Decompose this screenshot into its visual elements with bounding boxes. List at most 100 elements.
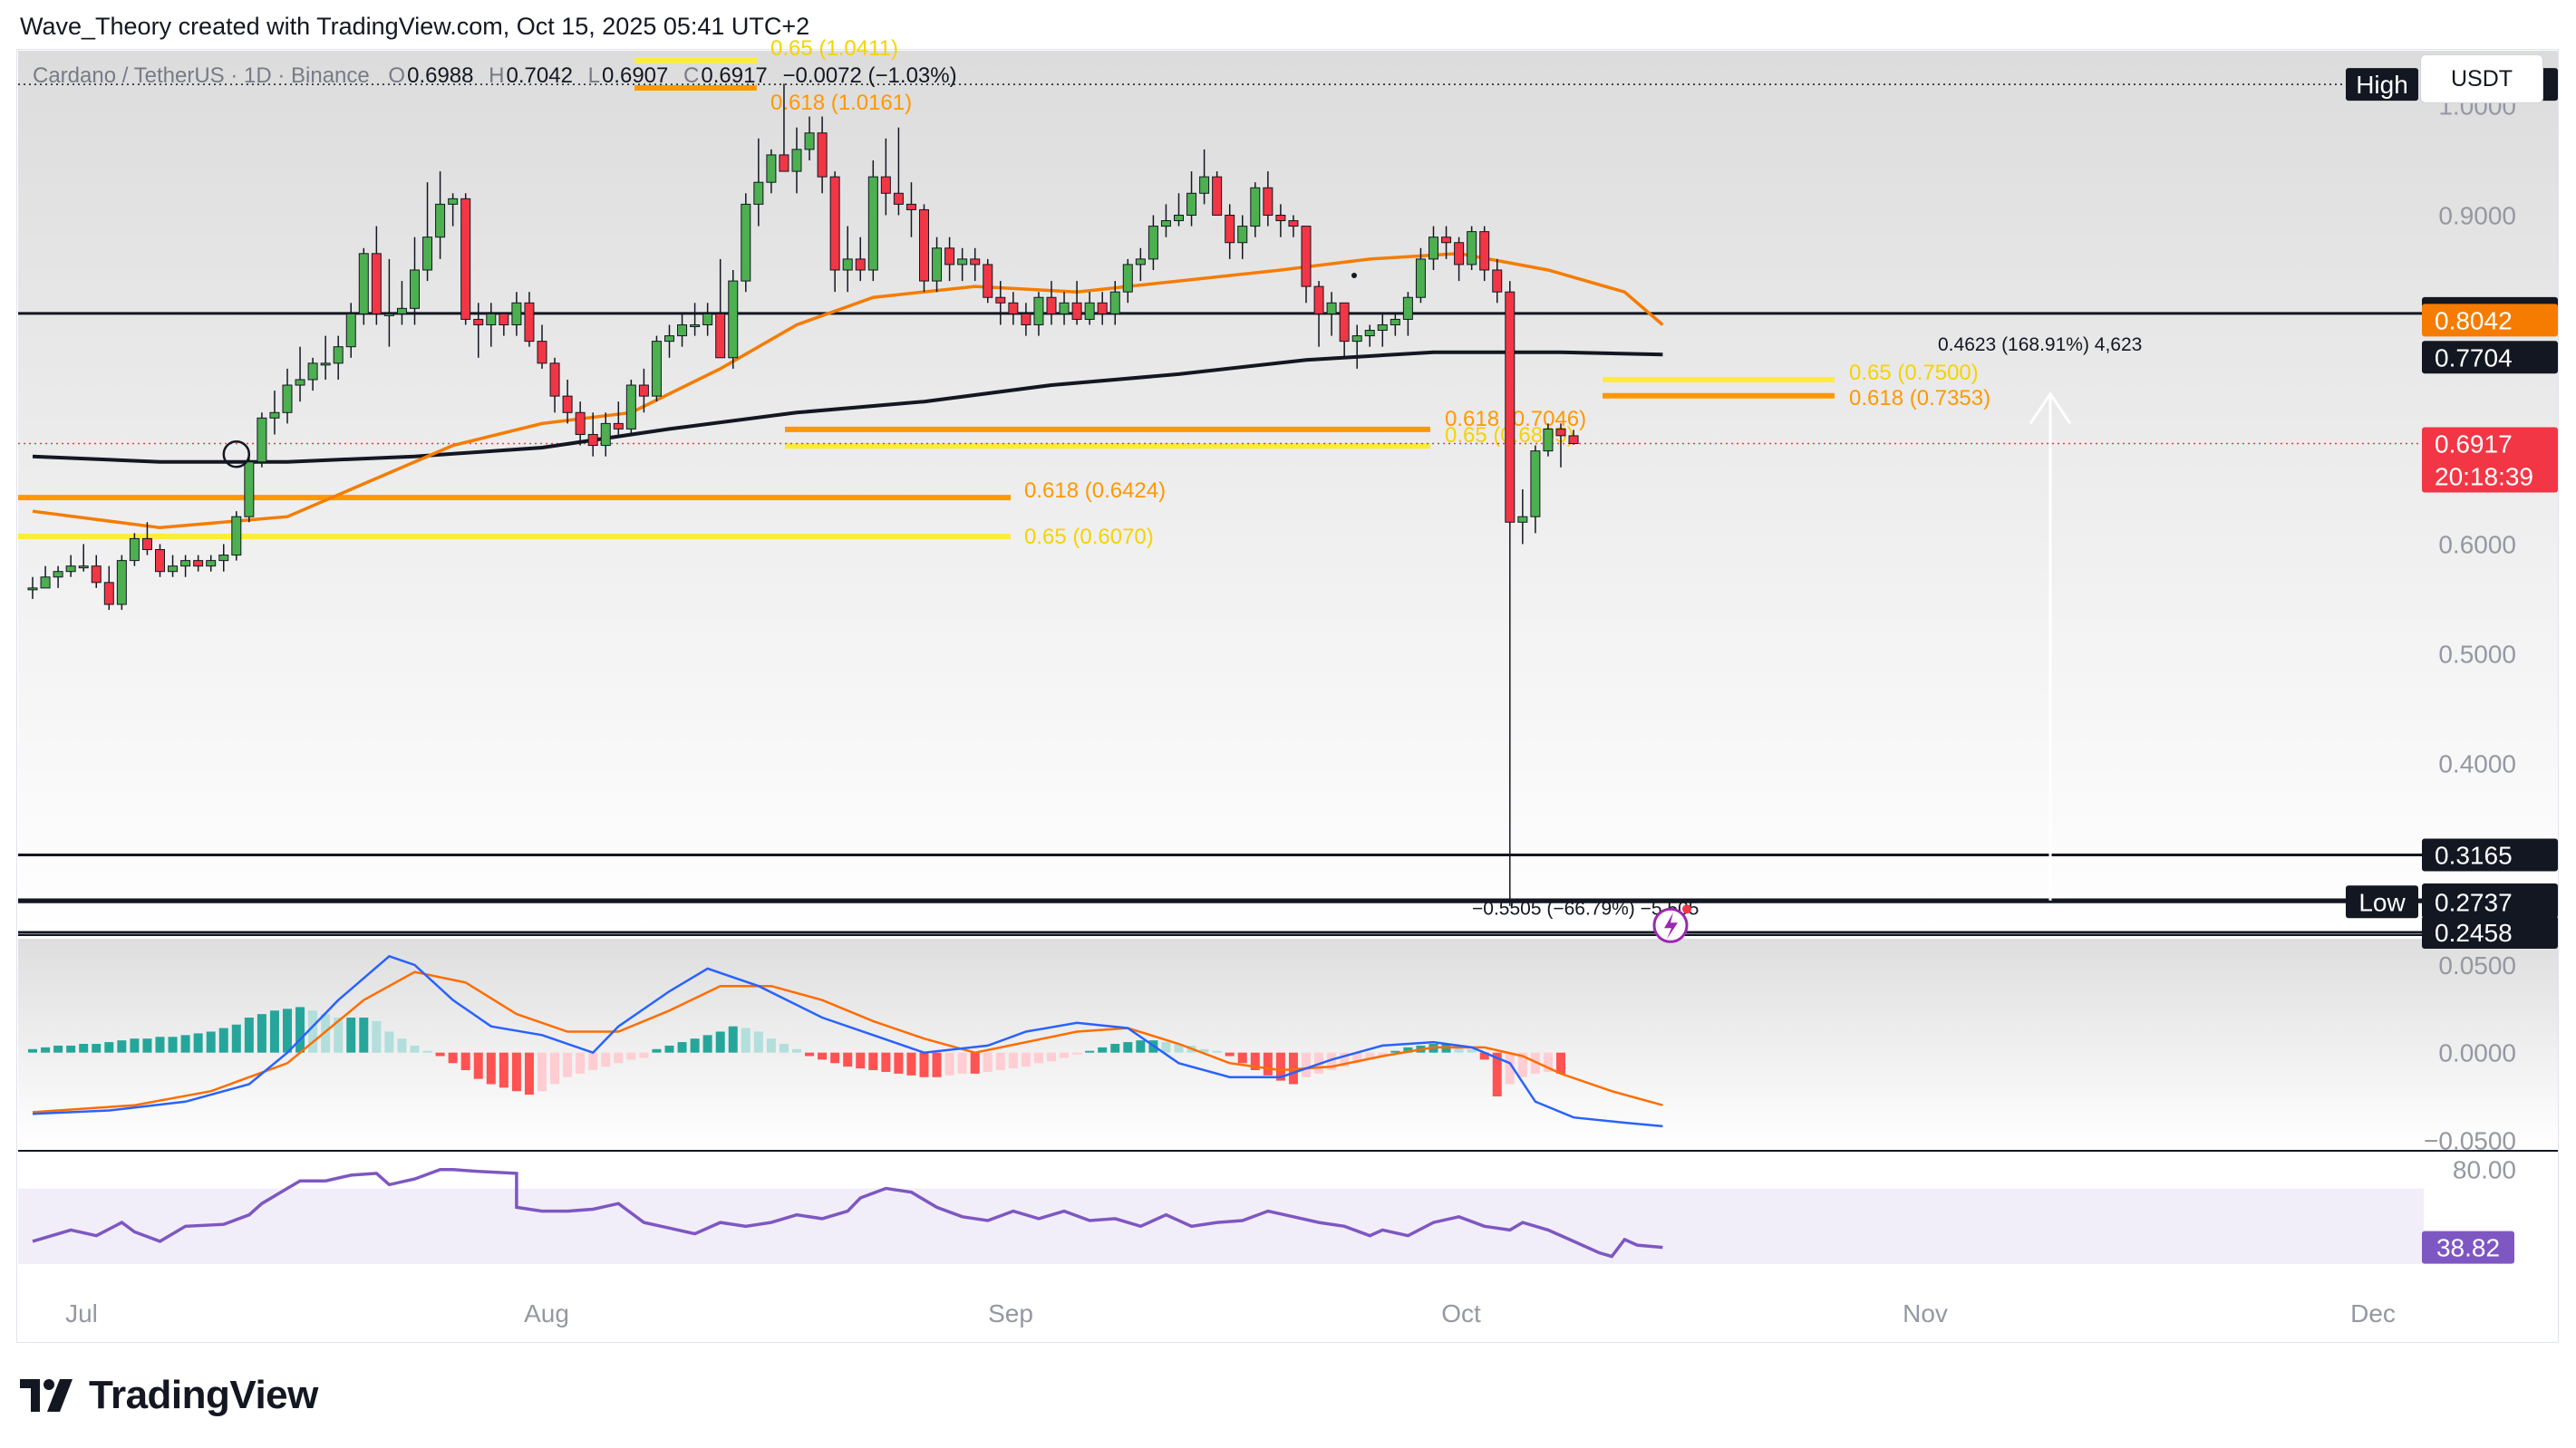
macd-histogram-bar [473,1052,483,1079]
macd-histogram-bar [818,1052,828,1060]
macd-histogram-bar [1237,1052,1247,1064]
candle-body [53,571,63,578]
price-tag-0-2458-label: 0.2458 [2435,919,2513,947]
tradingview-logo[interactable]: TradingView [20,1368,318,1423]
macd-pane [28,954,1663,1128]
macd-histogram-bar [1098,1047,1108,1053]
chart-credit: Wave_Theory created with TradingView.com… [20,13,810,40]
candle-body [957,258,968,265]
candle-body [702,313,713,325]
candle-body [141,537,152,551]
candle-body [1313,285,1324,314]
candle-body [116,560,127,605]
y-axis-tick: 0.9000 [2438,201,2516,229]
macd-histogram-bar [283,1009,292,1053]
candle-body [944,247,955,265]
macd-histogram-bar [1327,1052,1337,1070]
candle-body [40,576,51,589]
candle-body [358,253,369,314]
macd-histogram-bar [1136,1040,1146,1053]
candle-body [1046,296,1057,314]
macd-histogram-bar [881,1052,891,1072]
candle-body [1250,187,1261,227]
macd-line [32,954,1663,1128]
candle-body [549,362,560,397]
candle-body [1174,214,1184,222]
x-axis-tick: Sep [988,1299,1033,1327]
macd-histogram-bar [1072,1052,1082,1055]
macd-histogram-bar [410,1045,420,1053]
countdown-label: 20:18:39 [2435,463,2533,491]
macd-histogram-bar [906,1052,916,1076]
macd-histogram-bar [524,1052,534,1096]
macd-histogram-bar [766,1038,776,1053]
candle-body [282,384,293,413]
macd-histogram-bar [1174,1044,1184,1053]
legend-symbol[interactable]: Cardano / TetherUS · 1D · Binance [33,63,370,88]
macd-histogram-bar [41,1047,51,1053]
candle-body [1568,435,1579,445]
macd-histogram-bar [448,1052,458,1064]
candle-body [206,560,217,567]
rsi-axis-tick: 80.00 [2453,1156,2516,1184]
price-tag-0-8042-label: 0.8042 [2435,306,2513,334]
macd-histogram-bar [257,1014,266,1053]
macd-histogram-bar [218,1028,228,1053]
price-tag-0-7704 [2422,341,2558,374]
currency-selector-button[interactable]: USDT [2420,54,2543,103]
candle-body [218,555,229,562]
legend-change: −0.0072 (−1.03%) [782,63,957,88]
candle-body [1301,226,1312,287]
candle-body [829,176,840,271]
candle-body [27,587,38,591]
price-tag-0-3165 [2422,838,2558,872]
candle-body [1505,291,1516,523]
candle-body [1225,214,1235,244]
macd-histogram-bar [269,1010,279,1053]
macd-histogram-bar [486,1052,496,1085]
macd-histogram-bar [728,1026,738,1053]
macd-histogram-bar [1033,1052,1043,1064]
candle-body [1428,237,1438,260]
macd-histogram-bar [639,1052,649,1058]
macd-histogram-bar [142,1038,152,1053]
macd-histogram-bar [1085,1050,1095,1053]
legend-high: 0.7042 [506,63,573,88]
candle-body [524,302,535,343]
y-axis-tick: 0.4000 [2438,749,2516,777]
macd-histogram-bar [563,1052,573,1077]
candle-body [1543,428,1554,452]
macd-histogram-bar [1378,1052,1388,1057]
candle-body [396,307,407,314]
candle-body [295,379,305,386]
macd-histogram-bar [792,1048,801,1053]
macd-histogram-bar [1467,1048,1477,1053]
tag-low-label: Low [2358,888,2406,916]
candle-body [817,132,828,178]
macd-histogram-bar [28,1048,37,1053]
macd-histogram-bar [588,1052,598,1070]
x-axis-tick: Oct [1441,1299,1481,1327]
candle-body [410,269,420,309]
candle-body [893,192,904,205]
macd-histogram-bar [1212,1050,1222,1053]
macd-histogram-bar [1110,1044,1120,1053]
macd-histogram-bar [130,1038,140,1053]
x-axis-tick: Aug [524,1299,569,1327]
candle-body [932,247,943,282]
macd-histogram-bar [397,1038,407,1053]
candle-body [345,313,356,348]
fib-zones: 0.65 (1.0411) 0.618 (1.0161) 0.618 (0.7046… [18,36,1990,549]
candle-body [1479,231,1490,271]
macd-histogram-bar [626,1052,636,1060]
macd-histogram-bar [1225,1052,1235,1057]
price-tag-0-2737-label: 0.2737 [2435,888,2513,916]
candle-body [448,198,459,205]
candle-body [1084,302,1095,320]
rsi-value-label: 38.82 [2436,1234,2500,1262]
candle-body [804,132,815,150]
macd-histogram-bar [652,1048,662,1053]
candle-body [587,433,598,447]
chart-frame [16,49,2559,1343]
